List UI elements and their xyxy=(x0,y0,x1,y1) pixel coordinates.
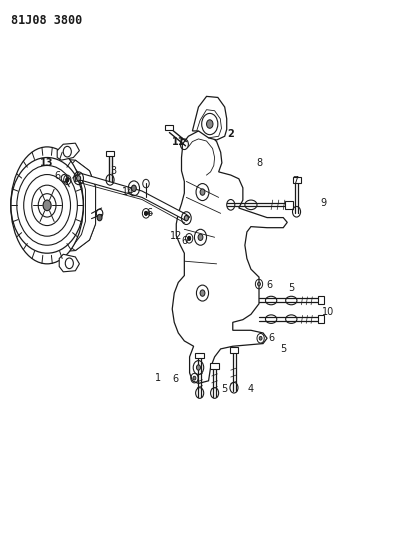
Circle shape xyxy=(66,177,69,182)
FancyBboxPatch shape xyxy=(292,177,301,182)
Circle shape xyxy=(97,214,102,221)
Text: 12: 12 xyxy=(170,231,183,241)
Circle shape xyxy=(196,365,200,370)
Circle shape xyxy=(145,212,147,215)
Text: 6: 6 xyxy=(172,374,178,384)
FancyBboxPatch shape xyxy=(106,151,114,156)
FancyBboxPatch shape xyxy=(230,348,239,353)
FancyBboxPatch shape xyxy=(318,315,324,323)
Polygon shape xyxy=(192,96,227,140)
Circle shape xyxy=(77,175,81,181)
FancyBboxPatch shape xyxy=(285,200,292,208)
Polygon shape xyxy=(71,160,96,251)
Text: 81J08 3800: 81J08 3800 xyxy=(11,14,82,27)
Circle shape xyxy=(193,376,196,380)
Text: 2: 2 xyxy=(227,128,234,139)
Circle shape xyxy=(198,234,203,240)
Text: 5: 5 xyxy=(280,344,286,354)
Text: 5: 5 xyxy=(222,384,228,394)
Text: 8: 8 xyxy=(256,158,262,168)
Text: 13: 13 xyxy=(40,158,54,168)
Text: 4: 4 xyxy=(248,384,254,394)
Circle shape xyxy=(188,237,191,240)
Circle shape xyxy=(258,282,260,286)
Circle shape xyxy=(184,215,188,221)
Circle shape xyxy=(132,185,136,191)
Text: 6: 6 xyxy=(266,280,273,290)
Circle shape xyxy=(207,120,213,128)
Text: 6: 6 xyxy=(269,333,275,343)
Text: 7: 7 xyxy=(292,176,298,187)
Ellipse shape xyxy=(11,147,83,264)
Text: 10: 10 xyxy=(322,306,334,317)
Text: 3: 3 xyxy=(111,166,117,176)
Text: 5: 5 xyxy=(288,283,294,293)
Circle shape xyxy=(259,336,262,340)
Circle shape xyxy=(144,211,147,215)
FancyBboxPatch shape xyxy=(165,125,173,130)
Text: 6: 6 xyxy=(146,208,152,219)
Text: 6: 6 xyxy=(54,171,60,181)
Circle shape xyxy=(200,290,205,296)
Circle shape xyxy=(66,178,69,182)
Polygon shape xyxy=(59,254,79,272)
Polygon shape xyxy=(75,173,190,221)
Text: 9: 9 xyxy=(320,198,327,208)
Circle shape xyxy=(61,174,67,182)
FancyBboxPatch shape xyxy=(210,364,219,368)
Text: 11: 11 xyxy=(172,136,185,147)
Text: 6: 6 xyxy=(181,236,188,246)
Polygon shape xyxy=(57,143,79,160)
Circle shape xyxy=(43,200,51,211)
FancyBboxPatch shape xyxy=(195,353,204,358)
FancyBboxPatch shape xyxy=(318,296,324,304)
Circle shape xyxy=(188,236,191,240)
Circle shape xyxy=(200,189,205,195)
Text: 14: 14 xyxy=(122,187,134,197)
Text: 1: 1 xyxy=(155,373,161,383)
Polygon shape xyxy=(31,158,96,253)
Polygon shape xyxy=(172,131,287,383)
